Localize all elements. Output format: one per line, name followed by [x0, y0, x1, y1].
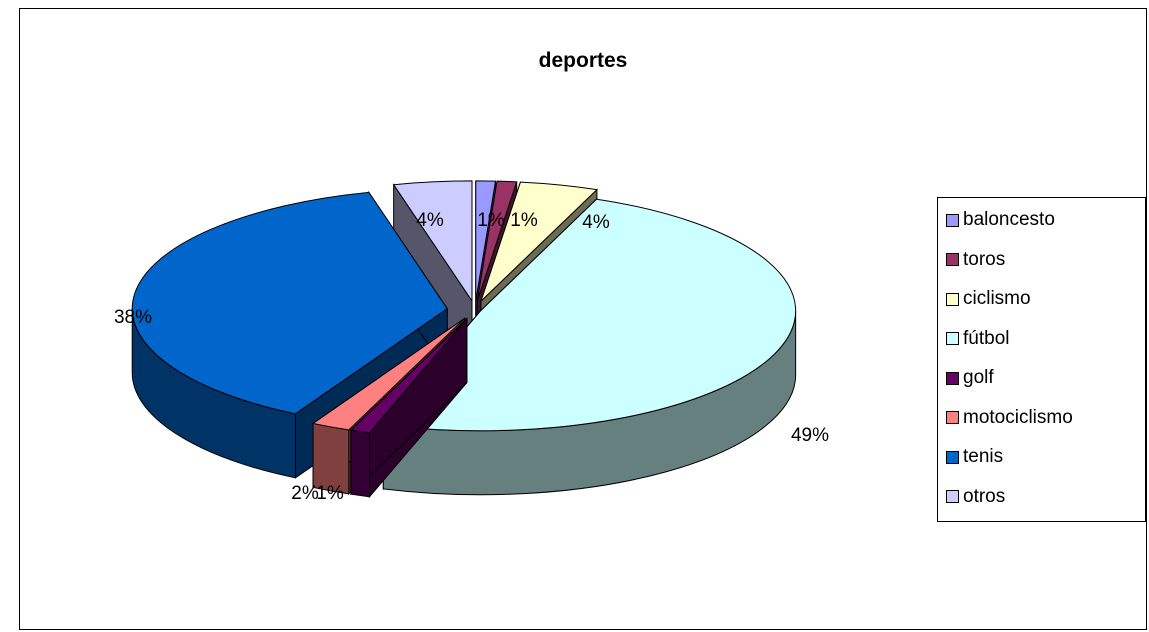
legend-item-ciclismo: ciclismo: [946, 287, 1031, 311]
legend-swatch: [946, 371, 959, 385]
legend-item-toros: toros: [946, 248, 1005, 272]
data-label-otros: 4%: [416, 210, 444, 231]
legend-item-baloncesto: baloncesto: [946, 208, 1055, 232]
pie-slice-golf: [349, 317, 468, 499]
chart-title: deportes: [538, 49, 628, 72]
data-label-golf: 1%: [316, 483, 344, 504]
legend-item-motociclismo: motociclismo: [946, 406, 1073, 430]
legend-label: otros: [963, 485, 1006, 507]
data-label-baloncesto: 1%: [477, 210, 505, 231]
legend-swatch: [946, 253, 959, 266]
legend-swatch: [946, 490, 959, 503]
legend-label: ciclismo: [963, 288, 1031, 309]
data-label-motociclismo: 2%: [291, 483, 319, 504]
legend-label: baloncesto: [963, 209, 1055, 230]
legend-item-golf: golf: [946, 366, 994, 390]
legend-item-fútbol: fútbol: [946, 327, 1009, 351]
legend-label: toros: [963, 248, 1006, 270]
legend-label: golf: [963, 367, 994, 388]
legend-swatch: [946, 411, 959, 424]
legend-label: tenis: [963, 446, 1004, 467]
data-label-fútbol: 49%: [791, 425, 829, 446]
legend: baloncesto toros ciclismo fútbol golf motocic…: [937, 197, 1146, 522]
legend-swatch: [946, 292, 959, 306]
legend-item-tenis: tenis: [946, 445, 1003, 469]
data-label-ciclismo: 4%: [582, 212, 610, 233]
data-label-tenis: 38%: [114, 307, 152, 328]
data-label-toros: 1%: [510, 210, 538, 231]
legend-swatch: [946, 213, 959, 227]
legend-swatch: [946, 332, 959, 345]
legend-swatch: [946, 450, 959, 464]
legend-item-otros: otros: [946, 485, 1005, 509]
legend-label: fútbol: [963, 327, 1010, 349]
legend-label: motociclismo: [963, 406, 1073, 428]
